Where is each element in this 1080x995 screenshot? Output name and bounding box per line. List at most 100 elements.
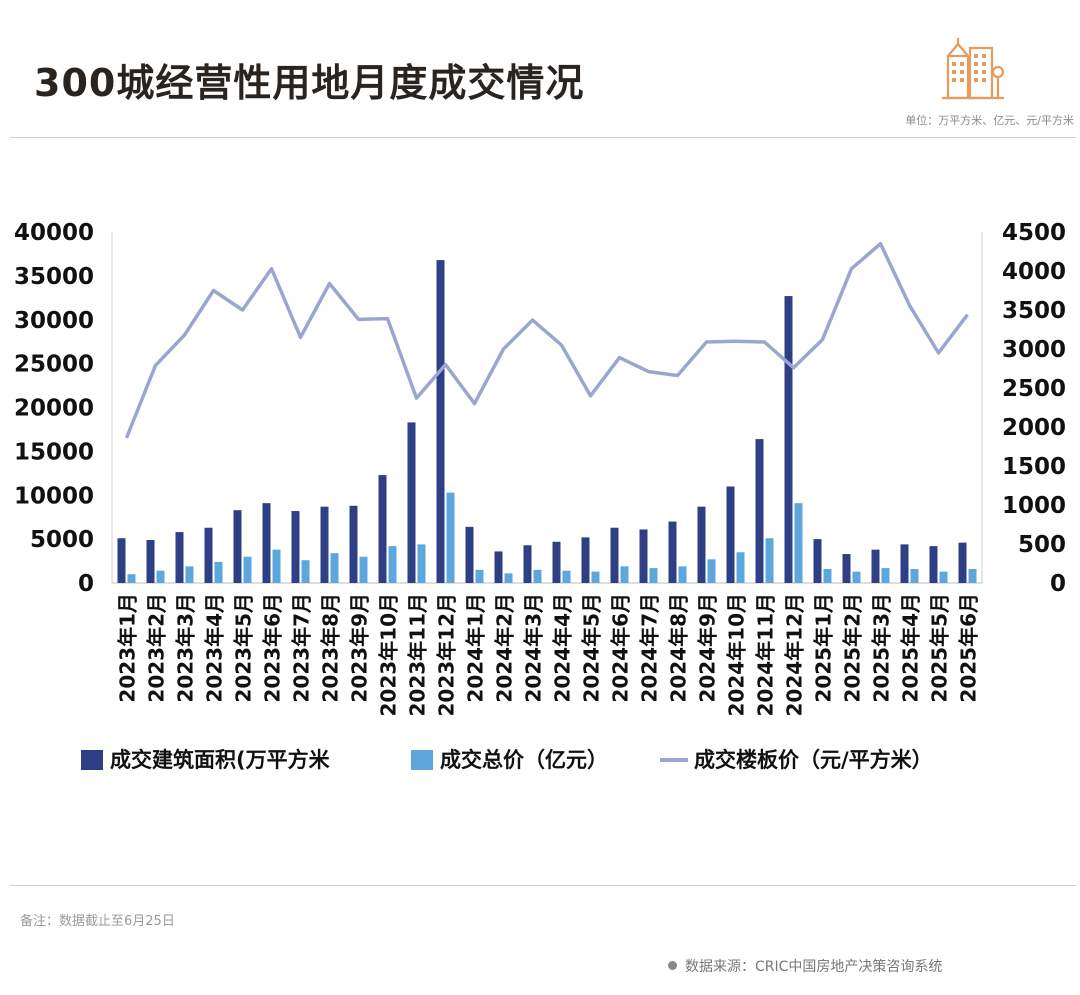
area-bar xyxy=(958,542,967,583)
y-left-tick-label: 5000 xyxy=(30,527,94,553)
x-tick-label: 2023年1月 xyxy=(116,593,140,703)
area-bar xyxy=(929,546,938,583)
legend-swatch-total xyxy=(411,750,433,770)
total-price-bar xyxy=(475,569,484,583)
x-tick-label: 2023年4月 xyxy=(203,593,227,703)
x-tick-label: 2025年5月 xyxy=(928,593,952,703)
x-tick-label: 2025年2月 xyxy=(841,593,865,703)
total-price-bar xyxy=(939,571,948,583)
total-price-bar xyxy=(301,560,310,583)
total-price-bar xyxy=(765,538,774,583)
x-tick-label: 2023年6月 xyxy=(261,593,285,703)
area-bar xyxy=(610,527,619,583)
x-tick-label: 2023年11月 xyxy=(406,593,430,717)
area-bar xyxy=(117,538,126,583)
x-tick-label: 2023年10月 xyxy=(377,593,401,717)
area-bar xyxy=(842,554,851,583)
combo-chart: 0500010000150002000025000300003500040000… xyxy=(14,220,1066,772)
x-tick-label: 2025年6月 xyxy=(957,593,981,703)
page-title: 300城经营性用地月度成交情况 xyxy=(34,61,585,105)
total-price-bar xyxy=(649,568,658,583)
x-tick-label: 2025年3月 xyxy=(870,593,894,703)
x-tick-label: 2023年8月 xyxy=(319,593,343,703)
total-price-bar xyxy=(794,503,803,583)
x-tick-label: 2024年1月 xyxy=(464,593,488,703)
y-left-tick-label: 25000 xyxy=(14,352,94,378)
x-tick-label: 2024年8月 xyxy=(667,593,691,703)
area-bar xyxy=(262,503,271,583)
top-divider xyxy=(10,137,1076,138)
legend-label-floor-price: 成交楼板价（元/平方米） xyxy=(694,748,933,772)
x-tick-label: 2024年9月 xyxy=(696,593,720,703)
area-bar xyxy=(465,526,474,583)
x-tick-label: 2024年4月 xyxy=(551,593,575,703)
y-left-tick-label: 35000 xyxy=(14,264,94,290)
x-tick-label: 2023年7月 xyxy=(290,593,314,703)
x-tick-label: 2023年3月 xyxy=(174,593,198,703)
bottom-divider xyxy=(10,885,1076,886)
y-right-tick-label: 1000 xyxy=(1002,493,1066,519)
total-price-bar xyxy=(968,568,977,583)
y-right-tick-label: 2500 xyxy=(1002,376,1066,402)
y-right-tick-label: 4000 xyxy=(1002,259,1066,285)
total-price-bar xyxy=(417,544,426,583)
total-price-bar xyxy=(678,566,687,583)
x-tick-label: 2023年5月 xyxy=(232,593,256,703)
area-bar xyxy=(784,296,793,583)
total-price-bar xyxy=(910,568,919,583)
x-tick-label: 2024年7月 xyxy=(638,593,662,703)
total-price-bar xyxy=(156,570,165,583)
y-right-tick-label: 1500 xyxy=(1002,454,1066,480)
source-text: 数据来源：CRIC中国房地产决策咨询系统 xyxy=(685,959,943,975)
legend-label-area: 成交建筑面积(万平方米 xyxy=(110,748,331,772)
area-bar xyxy=(813,539,822,583)
area-bar xyxy=(233,510,242,583)
x-tick-label: 2024年10月 xyxy=(725,593,749,717)
x-tick-label: 2024年5月 xyxy=(580,593,604,703)
area-bar xyxy=(581,537,590,583)
unit-label: 单位：万平方米、亿元、元/平方米 xyxy=(905,114,1074,127)
area-bar xyxy=(291,511,300,583)
total-price-bar xyxy=(881,568,890,583)
area-bar xyxy=(494,551,503,583)
total-price-bar xyxy=(446,492,455,583)
area-bar xyxy=(407,422,416,583)
area-bar xyxy=(639,529,648,583)
area-bar xyxy=(668,521,677,583)
y-left-tick-label: 30000 xyxy=(14,308,94,334)
total-price-bar xyxy=(272,549,281,583)
x-tick-label: 2023年9月 xyxy=(348,593,372,703)
x-tick-label: 2025年4月 xyxy=(899,593,923,703)
total-price-bar xyxy=(707,559,716,583)
total-price-bar xyxy=(330,553,339,583)
y-right-tick-label: 3000 xyxy=(1002,337,1066,363)
y-right-tick-label: 2000 xyxy=(1002,415,1066,441)
legend-swatch-area xyxy=(81,750,103,770)
total-price-bar xyxy=(388,546,397,583)
total-price-bar xyxy=(852,571,861,583)
source-line: 数据来源：CRIC中国房地产决策咨询系统 xyxy=(668,956,942,976)
dot-icon xyxy=(668,961,677,970)
total-price-bar xyxy=(562,570,571,583)
area-bar xyxy=(378,475,387,583)
y-left-tick-label: 0 xyxy=(78,571,94,597)
y-right-tick-label: 4500 xyxy=(1002,220,1066,246)
area-bar xyxy=(697,506,706,583)
total-price-bar xyxy=(185,566,194,583)
footnote: 备注：数据截止至6月25日 xyxy=(20,914,175,929)
y-left-tick-label: 20000 xyxy=(14,396,94,422)
total-price-bar xyxy=(243,556,252,583)
total-price-bar xyxy=(620,566,629,583)
city-buildings-icon xyxy=(942,38,1005,100)
area-bar xyxy=(146,540,155,583)
x-tick-label: 2023年2月 xyxy=(145,593,169,703)
total-price-bar xyxy=(359,556,368,583)
x-tick-label: 2024年12月 xyxy=(783,593,807,717)
area-bar xyxy=(204,527,213,583)
area-bar xyxy=(436,260,445,583)
area-bar xyxy=(900,544,909,583)
y-right-tick-label: 0 xyxy=(1050,571,1066,597)
total-price-bar xyxy=(127,574,136,583)
total-price-bar xyxy=(504,573,513,583)
total-price-bar xyxy=(533,569,542,583)
